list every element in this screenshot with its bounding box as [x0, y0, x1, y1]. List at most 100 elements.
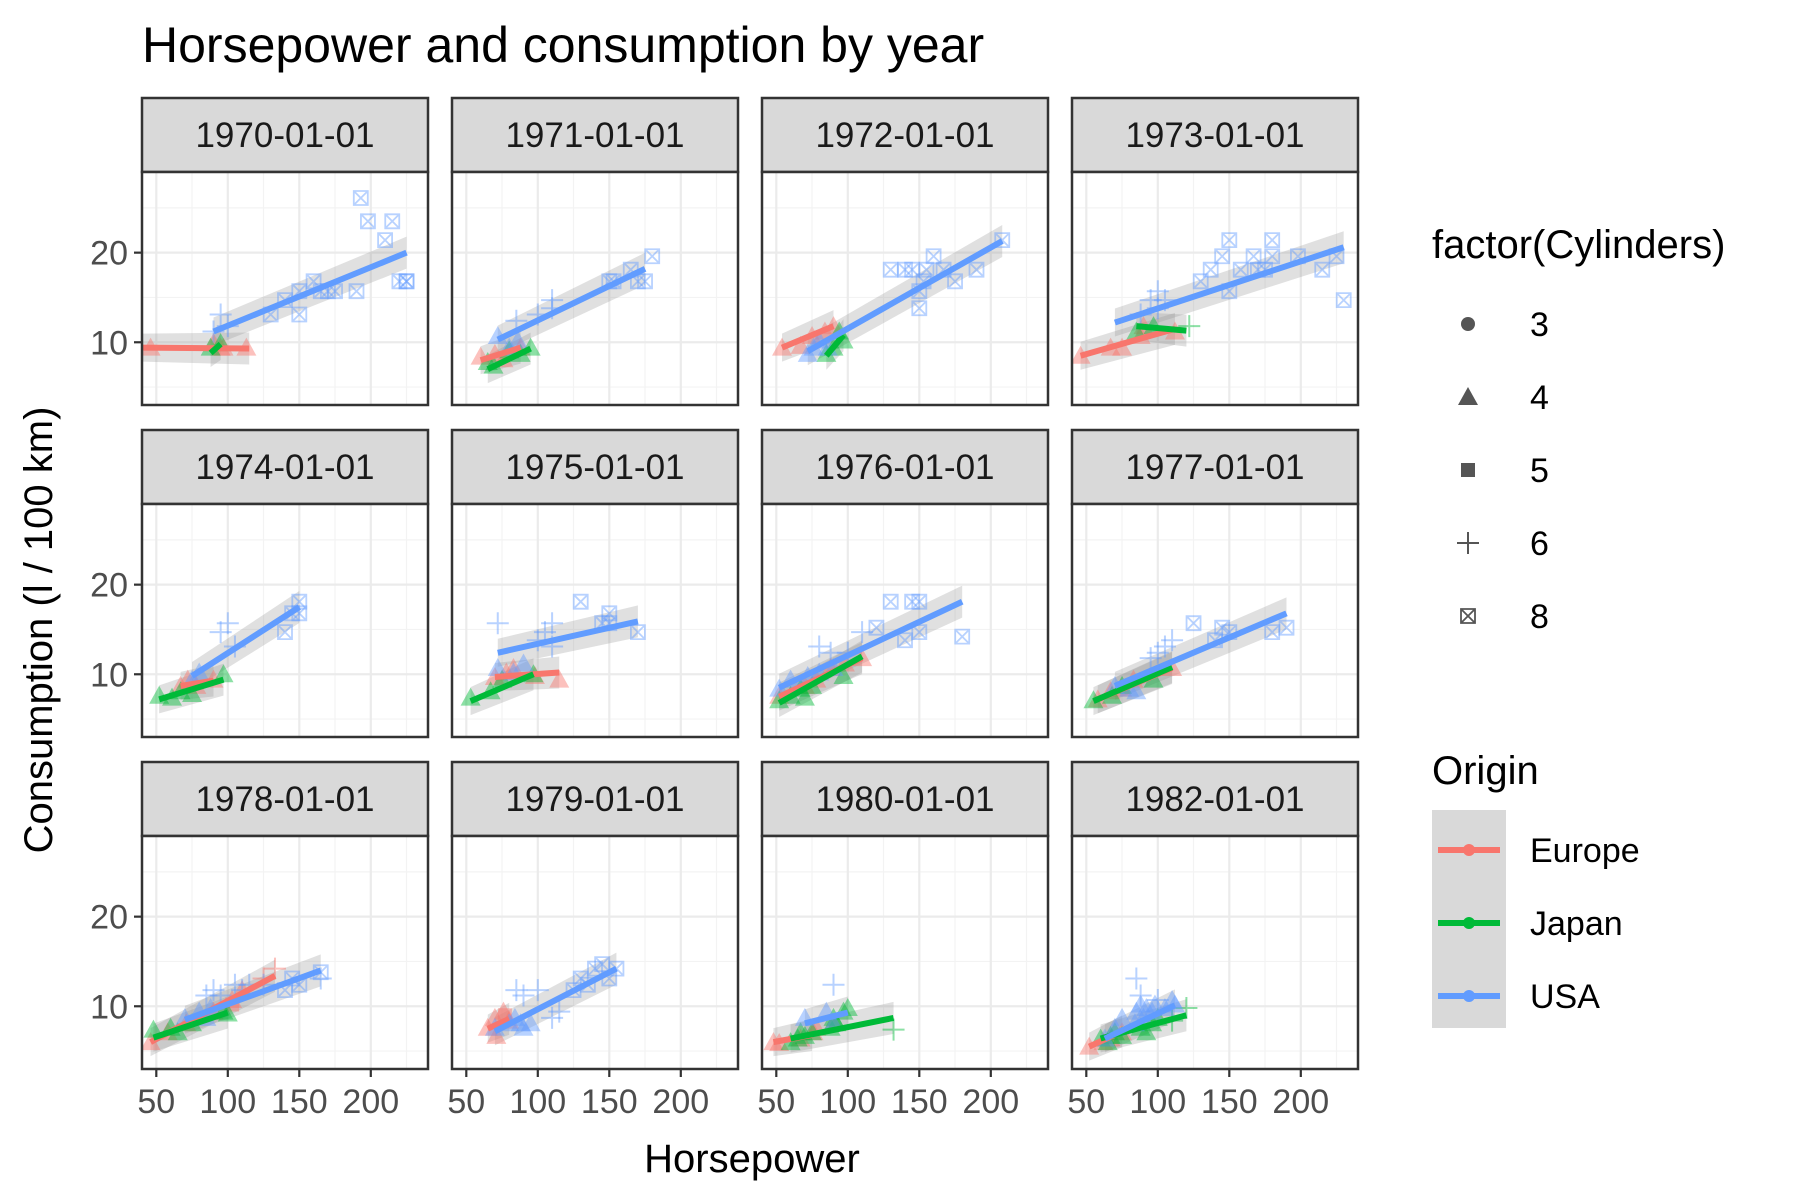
panel-border: [1070, 834, 1360, 1071]
facet-panel: 1982-01-01 50 100 150 200: [1067, 760, 1360, 1121]
data-point: [1162, 989, 1183, 1008]
data-point: [291, 593, 308, 610]
data-point: [790, 335, 811, 354]
data-point: [513, 1017, 534, 1036]
trend-line: [142, 344, 250, 352]
data-point: [541, 612, 564, 635]
data-point: [882, 1018, 905, 1041]
x-tick-label: 100: [1129, 1083, 1186, 1121]
trend-line: [486, 345, 532, 372]
legend-label: 3: [1530, 306, 1549, 344]
data-point: [277, 624, 293, 641]
facet-strip-label: 1977-01-01: [1125, 448, 1304, 487]
trend-line: [493, 965, 618, 1035]
data-point: [352, 190, 369, 206]
trend-line: [497, 618, 639, 656]
facet-strip: [140, 428, 430, 506]
data-point: [911, 593, 928, 610]
panel-data: [763, 973, 905, 1057]
x-tick-label: 200: [962, 1083, 1019, 1121]
data-point: [223, 973, 246, 996]
facet-panel: 1976-01-01: [760, 428, 1050, 739]
panel-data: [142, 954, 332, 1057]
trend-line: [1079, 325, 1176, 359]
facet-strip: [1070, 428, 1360, 506]
data-point: [925, 248, 942, 265]
panel-border: [1070, 170, 1360, 407]
trend-line: [1113, 244, 1345, 326]
legend-label: USA: [1530, 978, 1600, 1016]
trend-line: [486, 1016, 511, 1032]
facet-strip-label: 1976-01-01: [815, 448, 994, 487]
data-point: [1126, 321, 1147, 340]
data-point: [904, 261, 921, 278]
trend-line: [212, 249, 408, 335]
facet-strip-label: 1974-01-01: [195, 448, 374, 487]
panel-border: [450, 502, 740, 739]
facet-strip: [760, 760, 1050, 838]
data-point: [1125, 967, 1148, 990]
panel-background: [1072, 504, 1358, 737]
legend-title: factor(Cylinders): [1432, 223, 1725, 267]
data-point: [644, 248, 661, 265]
trend-line: [1103, 1002, 1177, 1042]
panel-background: [762, 172, 1048, 405]
x-tick-label: 150: [891, 1083, 948, 1121]
data-point: [520, 1013, 541, 1032]
panel-border: [760, 502, 1050, 739]
panel-data: [460, 593, 646, 716]
data-point: [1139, 289, 1162, 312]
y-tick-label: 10: [90, 324, 128, 362]
trend-line: [152, 1009, 229, 1041]
panel-background: [142, 504, 428, 737]
facet-panel: 1973-01-01: [1070, 96, 1360, 407]
y-axis-title: Consumption (l / 100 km): [17, 407, 61, 854]
data-point: [505, 979, 528, 1002]
panel-border: [760, 834, 1050, 1071]
data-point: [797, 343, 818, 362]
x-tick-label: 200: [652, 1083, 709, 1121]
data-point: [486, 1025, 507, 1044]
data-point: [808, 635, 831, 658]
facet-strip-label: 1980-01-01: [815, 780, 994, 819]
panel-background: [762, 836, 1048, 1069]
data-point: [572, 593, 589, 610]
legend-title: Origin: [1432, 749, 1539, 793]
facet-panel: 1974-01-01 10 20: [90, 428, 430, 739]
y-tick-label: 20: [90, 567, 128, 605]
data-point: [882, 593, 899, 610]
data-point: [1146, 988, 1169, 1011]
legend-label: Europe: [1530, 832, 1640, 870]
data-point: [1130, 994, 1151, 1013]
data-point: [213, 664, 234, 683]
facet-strip-label: 1982-01-01: [1125, 780, 1304, 819]
legend-label: 8: [1530, 598, 1549, 636]
data-point: [851, 621, 874, 644]
legend-label: 4: [1530, 379, 1549, 417]
x-tick-label: 50: [757, 1083, 795, 1121]
facet-strip-label: 1972-01-01: [815, 116, 994, 155]
data-point: [968, 261, 985, 278]
data-point: [398, 273, 415, 290]
facet-panel: 1970-01-01 10 20: [90, 96, 430, 407]
facet-strip-label: 1973-01-01: [1125, 116, 1304, 155]
facet-panel: 1971-01-01: [450, 96, 740, 407]
legend-key-plus: [1457, 532, 1479, 554]
data-point: [868, 619, 885, 636]
data-point: [897, 632, 913, 649]
data-point: [601, 605, 618, 622]
data-point: [513, 653, 534, 672]
legend-label: Japan: [1530, 905, 1623, 943]
panel-data: [477, 952, 625, 1046]
y-tick-label: 10: [90, 656, 128, 694]
data-point: [1129, 984, 1152, 1007]
data-point: [1139, 647, 1162, 670]
data-point: [384, 213, 401, 230]
panel-background: [142, 836, 428, 1069]
data-point: [897, 261, 913, 278]
legend-key-triangle: [1458, 387, 1478, 405]
data-point: [637, 273, 653, 290]
facet-strip-label: 1979-01-01: [505, 780, 684, 819]
legend-key-circle: [1461, 317, 1475, 331]
